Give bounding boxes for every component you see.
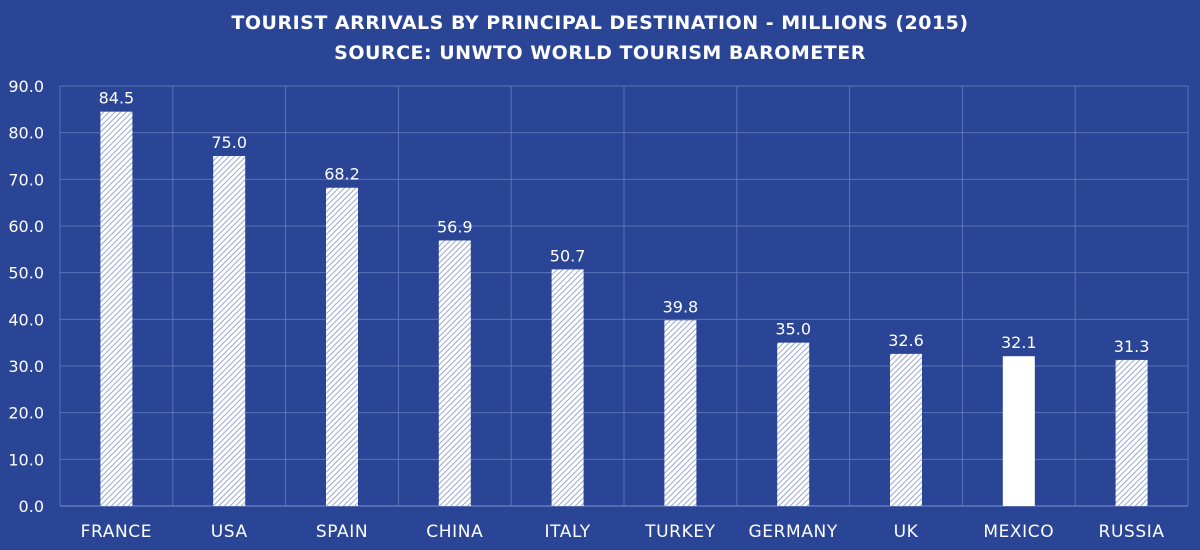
x-tick-label: ITALY (544, 522, 590, 542)
bar-spain (326, 187, 358, 506)
x-tick-label: CHINA (426, 522, 483, 542)
data-label: 56.9 (437, 217, 473, 236)
y-tick-label: 70.0 (8, 170, 44, 189)
x-tick-label: MEXICO (983, 522, 1054, 542)
y-tick-label: 0.0 (19, 497, 44, 516)
bar-france (100, 111, 133, 507)
labels-layer: 0.0 10.0 20.0 30.0 40.0 50.0 60.0 70.0 80.0 90.0 8… (8, 77, 1164, 542)
bar-germany (777, 342, 810, 506)
bar-uk (890, 353, 922, 506)
data-label: 32.1 (1001, 333, 1037, 352)
bar-italy (551, 269, 584, 506)
bar-russia (1115, 359, 1148, 506)
x-tick-label: FRANCE (81, 522, 152, 542)
bar-turkey (664, 320, 697, 506)
x-tick-label: RUSSIA (1099, 522, 1165, 542)
y-tick-label: 80.0 (8, 124, 44, 143)
y-tick-label: 60.0 (8, 217, 44, 236)
bar-mexico (1002, 356, 1035, 506)
grid-layer (59, 85, 1189, 507)
data-label: 84.5 (99, 89, 135, 108)
data-label: 50.7 (550, 246, 586, 265)
chart-title: TOURIST ARRIVALS BY PRINCIPAL DESTINATIO… (231, 12, 968, 34)
data-label: 32.6 (888, 331, 924, 350)
bar-usa (213, 156, 246, 506)
bar-china (438, 240, 471, 506)
data-label: 75.0 (211, 133, 247, 152)
y-tick-label: 30.0 (8, 357, 44, 376)
data-label: 31.3 (1114, 337, 1150, 356)
data-label: 39.8 (663, 297, 699, 316)
x-tick-label: GERMANY (749, 522, 838, 542)
y-tick-label: 90.0 (8, 77, 44, 96)
chart-subtitle: SOURCE: UNWTO WORLD TOURISM BAROMETER (334, 42, 866, 64)
x-tick-label: UK (894, 522, 919, 542)
x-tick-label: USA (211, 522, 248, 542)
y-tick-label: 40.0 (8, 310, 44, 329)
y-tick-label: 20.0 (8, 404, 44, 423)
data-label: 35.0 (775, 320, 811, 339)
x-tick-label: SPAIN (316, 522, 368, 542)
y-tick-label: 10.0 (8, 450, 44, 469)
x-tick-label: TURKEY (644, 522, 716, 542)
data-label: 68.2 (324, 165, 360, 184)
bars-layer (100, 111, 1148, 507)
y-tick-label: 50.0 (8, 264, 44, 283)
